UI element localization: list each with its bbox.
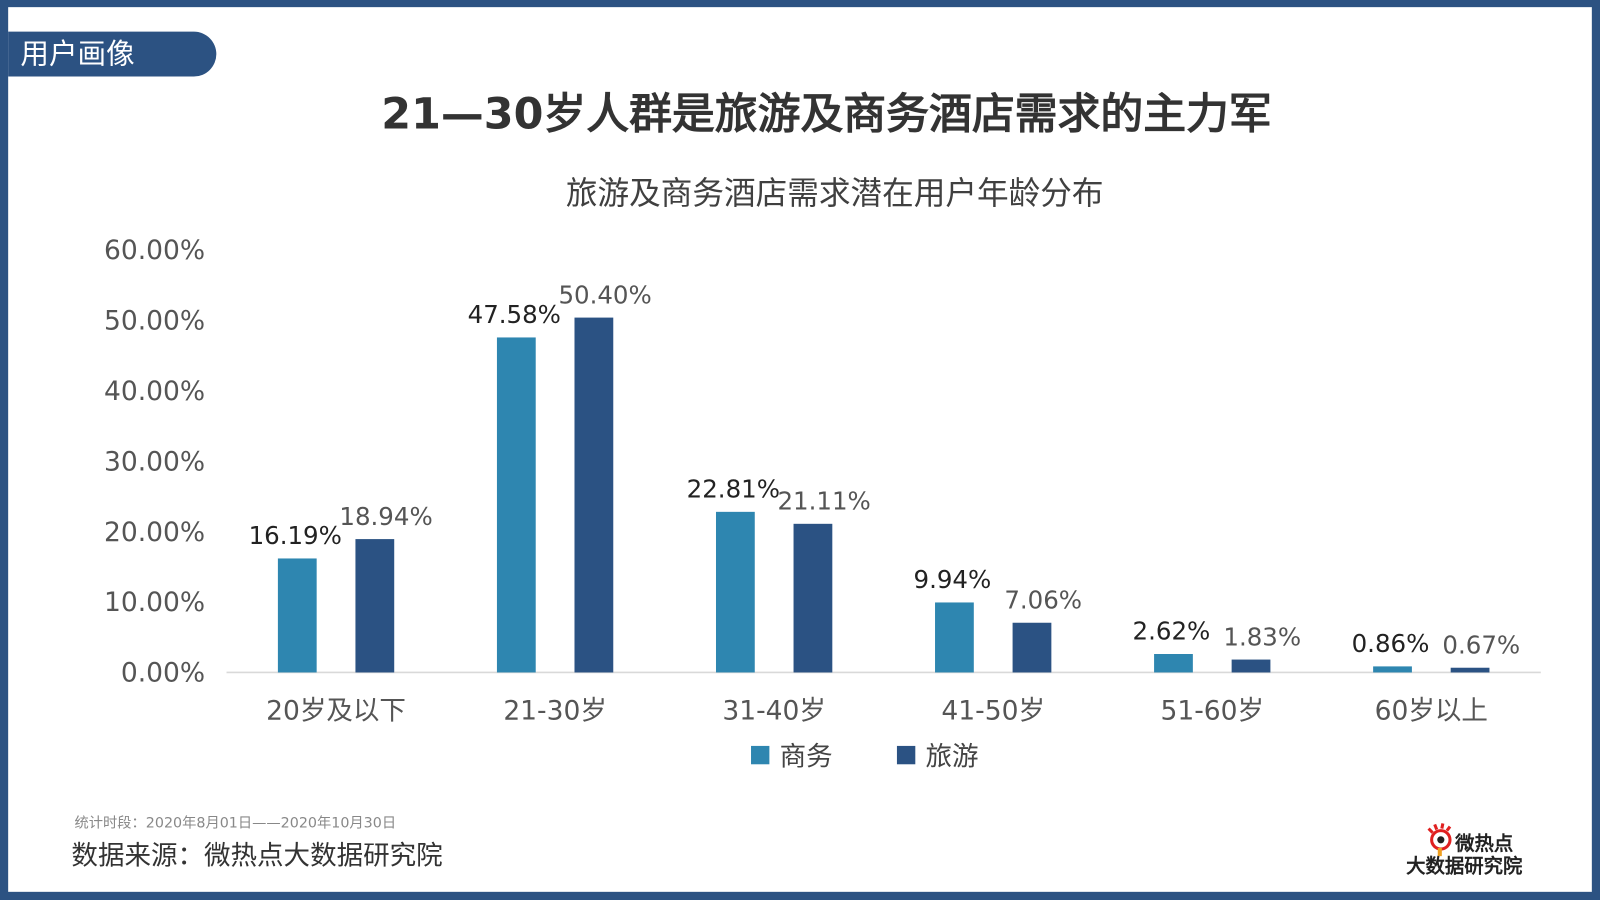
- legend-label-travel: 旅游: [926, 741, 979, 772]
- bar-business: [715, 511, 755, 673]
- period-note: 统计时段：2020年8月01日——2020年10月30日: [74, 815, 396, 832]
- data-label: 0.86%: [1352, 629, 1430, 658]
- section-tag-bg: [8, 31, 217, 77]
- y-tick-label: 20.00%: [104, 517, 205, 548]
- bar-business: [496, 337, 536, 673]
- bar-travel: [1012, 622, 1052, 673]
- frame-top: [0, 0, 1600, 8]
- y-tick-label: 60.00%: [104, 235, 205, 266]
- data-label: 18.94%: [339, 502, 432, 531]
- logo-line2: 大数据研究院: [1406, 854, 1523, 877]
- legend-swatch-travel: [896, 745, 916, 765]
- data-label: 0.67%: [1442, 630, 1520, 659]
- x-tick-label: 31-40岁: [722, 695, 826, 726]
- frame-bottom: [0, 891, 1600, 900]
- frame-left: [0, 0, 9, 900]
- data-label: 22.81%: [687, 475, 780, 504]
- bar-travel: [1231, 659, 1271, 673]
- x-tick-label: 20岁及以下: [266, 695, 406, 726]
- y-tick-label: 0.00%: [121, 658, 205, 689]
- bar-travel: [793, 523, 833, 673]
- section-tag: 用户画像: [20, 36, 134, 70]
- data-label: 1.83%: [1223, 622, 1301, 651]
- weiredian-logo: 微热点 大数据研究院: [1406, 823, 1523, 877]
- bar-business: [1373, 666, 1412, 673]
- frame-right: [1591, 0, 1600, 900]
- data-label: 7.06%: [1004, 585, 1082, 614]
- x-tick-label: 41-50岁: [941, 695, 1045, 726]
- bar-travel: [355, 539, 395, 673]
- data-label: 2.62%: [1133, 617, 1211, 646]
- y-tick-label: 40.00%: [104, 376, 205, 407]
- bar-chart: 0.00% 10.00% 20.00% 30.00% 40.00% 50.00% 60.00…: [104, 235, 1541, 726]
- y-tick-label: 10.00%: [104, 587, 205, 618]
- data-label: 47.58%: [468, 300, 561, 329]
- bar-business: [1154, 654, 1193, 673]
- y-tick-label: 50.00%: [104, 306, 205, 337]
- x-tick-label: 60岁以上: [1375, 695, 1488, 726]
- legend-swatch-business: [751, 745, 770, 765]
- bar-travel: [574, 317, 614, 673]
- legend-label-business: 商务: [780, 741, 833, 772]
- bar-travel: [1450, 667, 1490, 673]
- source-note: 数据来源：微热点大数据研究院: [71, 840, 442, 871]
- data-label: 16.19%: [249, 521, 342, 550]
- x-tick-label: 51-60岁: [1160, 695, 1264, 726]
- logo-line1: 微热点: [1454, 832, 1513, 855]
- data-label: 21.11%: [777, 487, 870, 516]
- x-tick-label: 21-30岁: [503, 695, 607, 726]
- bar-business: [277, 558, 317, 673]
- data-label: 50.40%: [558, 280, 651, 309]
- bar-business: [935, 602, 974, 673]
- chart-title: 旅游及商务酒店需求潜在用户年龄分布: [566, 176, 1104, 212]
- headline: 21—30岁人群是旅游及商务酒店需求的主力军: [381, 90, 1271, 140]
- data-label: 9.94%: [914, 565, 992, 594]
- y-tick-label: 30.00%: [104, 446, 205, 477]
